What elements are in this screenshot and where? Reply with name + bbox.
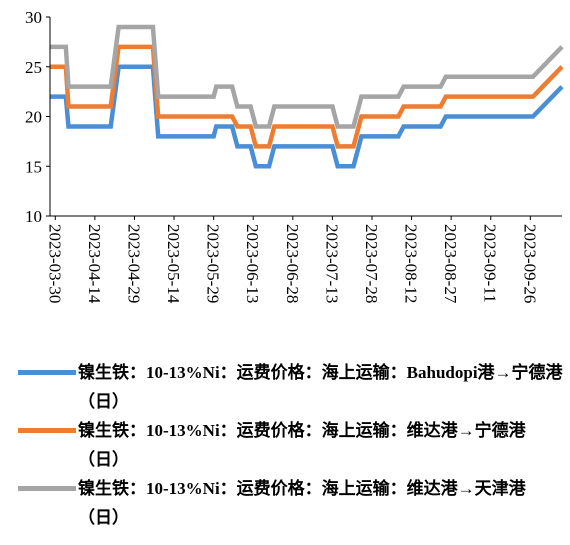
legend: 镍生铁：10-13%Ni：运费价格：海上运输：Bahudopi港→宁德港（日） 镍…: [18, 358, 563, 532]
x-tick-label: 2023-09-26: [520, 224, 539, 303]
y-tick-label: 25: [25, 58, 42, 77]
legend-label: 镍生铁：10-13%Ni：运费价格：海上运输：维达港→宁德港（日）: [78, 421, 526, 469]
y-tick-label: 30: [25, 8, 42, 27]
x-tick-label: 2023-08-27: [441, 224, 460, 304]
legend-item: 镍生铁：10-13%Ni：运费价格：海上运输：维达港→天津港（日）: [18, 474, 563, 532]
x-tick-label: 2023-06-13: [243, 224, 262, 303]
y-tick-label: 15: [25, 157, 42, 176]
legend-swatch: [18, 486, 76, 491]
x-tick-label: 2023-08-12: [402, 224, 421, 303]
x-tick-label: 2023-05-29: [204, 224, 223, 303]
legend-label: 镍生铁：10-13%Ni：运费价格：海上运输：维达港→天津港（日）: [78, 479, 526, 527]
legend-swatch: [18, 428, 76, 433]
series-line: [50, 64, 564, 169]
x-tick-label: 2023-03-30: [45, 224, 64, 303]
x-tick-label: 2023-05-14: [164, 224, 183, 304]
y-tick-label: 20: [25, 108, 42, 127]
legend-item: 镍生铁：10-13%Ni：运费价格：海上运输：维达港→宁德港（日）: [18, 416, 563, 474]
x-tick-label: 2023-07-13: [322, 224, 341, 303]
series-line: [50, 24, 564, 129]
x-tick-label: 2023-04-14: [85, 224, 104, 304]
chart: 10 15 20 25 30 2023-03-30 2023-04-14 2023-04-29…: [25, 8, 564, 304]
x-tick-label: 2023-04-29: [124, 224, 143, 303]
x-tick-label: 2023-07-28: [362, 224, 381, 303]
x-tick-label: 2023-09-11: [481, 224, 500, 303]
legend-item: 镍生铁：10-13%Ni：运费价格：海上运输：Bahudopi港→宁德港（日）: [18, 358, 563, 416]
legend-swatch: [18, 370, 76, 375]
legend-label: 镍生铁：10-13%Ni：运费价格：海上运输：Bahudopi港→宁德港（日）: [78, 363, 563, 411]
y-tick-label: 10: [25, 207, 42, 226]
x-tick-label: 2023-06-28: [283, 224, 302, 303]
series-line: [50, 44, 564, 149]
